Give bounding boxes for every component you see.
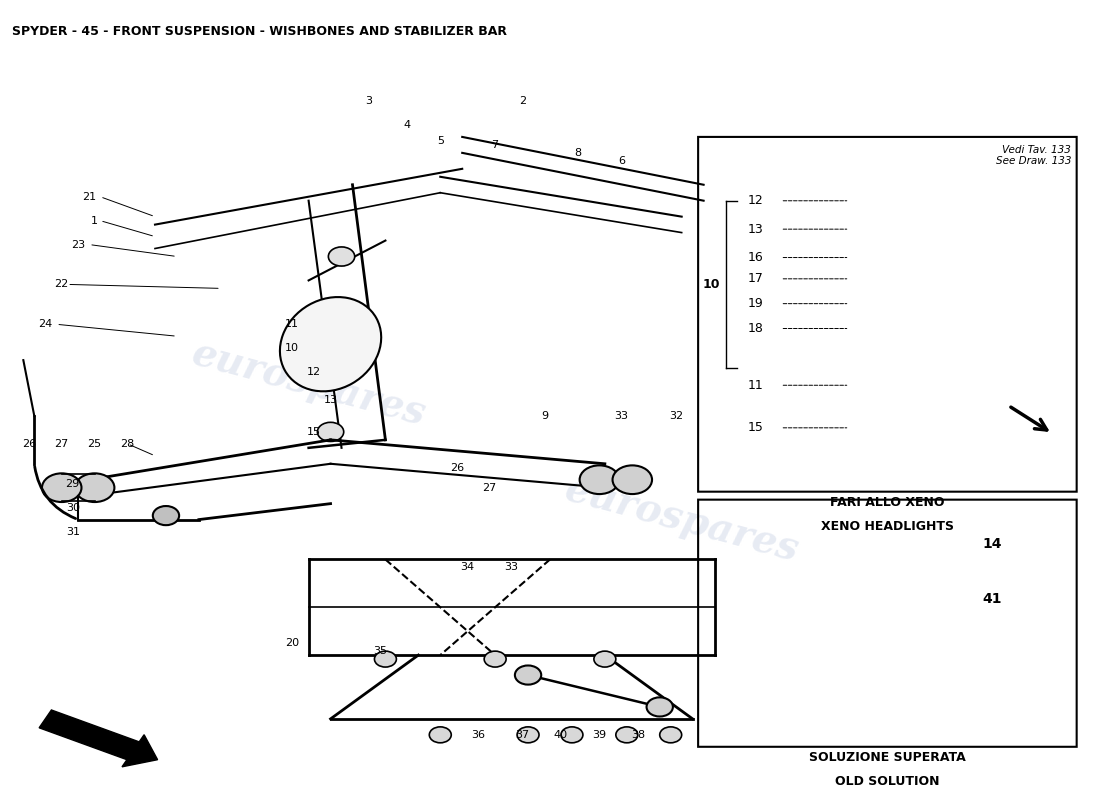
Text: 4: 4: [404, 120, 411, 130]
Text: 26: 26: [22, 439, 36, 449]
Text: 20: 20: [285, 638, 299, 648]
Text: 34: 34: [461, 562, 475, 573]
Text: 38: 38: [630, 730, 645, 740]
Text: 10: 10: [285, 343, 299, 353]
Circle shape: [374, 651, 396, 667]
Text: 35: 35: [373, 646, 387, 656]
Text: 33: 33: [614, 411, 628, 421]
Circle shape: [318, 422, 343, 442]
Circle shape: [594, 651, 616, 667]
Text: 17: 17: [748, 272, 763, 286]
Circle shape: [647, 698, 673, 717]
Text: 29: 29: [66, 478, 80, 489]
Text: 14: 14: [982, 537, 1001, 551]
Text: 13: 13: [323, 395, 338, 405]
Circle shape: [561, 727, 583, 743]
Text: 40: 40: [554, 730, 568, 740]
Text: OLD SOLUTION: OLD SOLUTION: [835, 774, 939, 788]
Text: eurospares: eurospares: [561, 470, 803, 569]
Text: 33: 33: [505, 562, 518, 573]
Text: 11: 11: [285, 319, 299, 330]
Text: FARI ALLO XENO: FARI ALLO XENO: [830, 496, 945, 509]
Text: 27: 27: [483, 482, 497, 493]
Text: 9: 9: [541, 411, 548, 421]
Text: 16: 16: [748, 251, 763, 264]
Circle shape: [660, 727, 682, 743]
Text: 8: 8: [574, 148, 581, 158]
Text: 12: 12: [307, 367, 321, 377]
Text: 5: 5: [437, 136, 443, 146]
Text: 36: 36: [472, 730, 486, 740]
Text: Vedi Tav. 133
See Draw. 133: Vedi Tav. 133 See Draw. 133: [996, 145, 1071, 166]
Text: 6: 6: [618, 156, 625, 166]
Text: 13: 13: [748, 222, 763, 236]
Text: 25: 25: [88, 439, 101, 449]
Text: 21: 21: [82, 192, 96, 202]
Circle shape: [484, 651, 506, 667]
Text: 11: 11: [748, 378, 763, 392]
Text: SOLUZIONE SUPERATA: SOLUZIONE SUPERATA: [808, 750, 966, 764]
Text: 31: 31: [66, 526, 79, 537]
Circle shape: [613, 466, 652, 494]
FancyArrow shape: [40, 710, 157, 767]
Text: eurospares: eurospares: [187, 334, 430, 434]
Text: 15: 15: [748, 422, 763, 434]
Text: 32: 32: [669, 411, 683, 421]
Circle shape: [329, 247, 354, 266]
Text: 3: 3: [365, 96, 373, 106]
Text: 24: 24: [39, 319, 53, 330]
Text: 23: 23: [72, 239, 86, 250]
Text: 1: 1: [91, 216, 98, 226]
Circle shape: [429, 727, 451, 743]
Circle shape: [153, 506, 179, 525]
Text: 37: 37: [516, 730, 529, 740]
Circle shape: [580, 466, 619, 494]
Circle shape: [616, 727, 638, 743]
Circle shape: [75, 474, 114, 502]
Text: 30: 30: [66, 502, 79, 513]
Text: 2: 2: [519, 96, 526, 106]
Text: 12: 12: [748, 194, 763, 207]
Circle shape: [42, 474, 81, 502]
Text: XENO HEADLIGHTS: XENO HEADLIGHTS: [821, 519, 954, 533]
Circle shape: [515, 666, 541, 685]
Text: 10: 10: [703, 278, 720, 290]
Circle shape: [517, 727, 539, 743]
Text: 15: 15: [307, 427, 321, 437]
Text: 7: 7: [492, 140, 498, 150]
Text: 19: 19: [748, 297, 763, 310]
Text: 26: 26: [450, 462, 464, 473]
Ellipse shape: [279, 297, 382, 391]
Text: 41: 41: [982, 591, 1001, 606]
Text: 22: 22: [55, 279, 69, 290]
Text: 27: 27: [55, 439, 69, 449]
Text: 39: 39: [592, 730, 606, 740]
Text: SPYDER - 45 - FRONT SUSPENSION - WISHBONES AND STABILIZER BAR: SPYDER - 45 - FRONT SUSPENSION - WISHBON…: [12, 26, 507, 38]
Text: 18: 18: [748, 322, 763, 335]
Text: 28: 28: [120, 439, 134, 449]
